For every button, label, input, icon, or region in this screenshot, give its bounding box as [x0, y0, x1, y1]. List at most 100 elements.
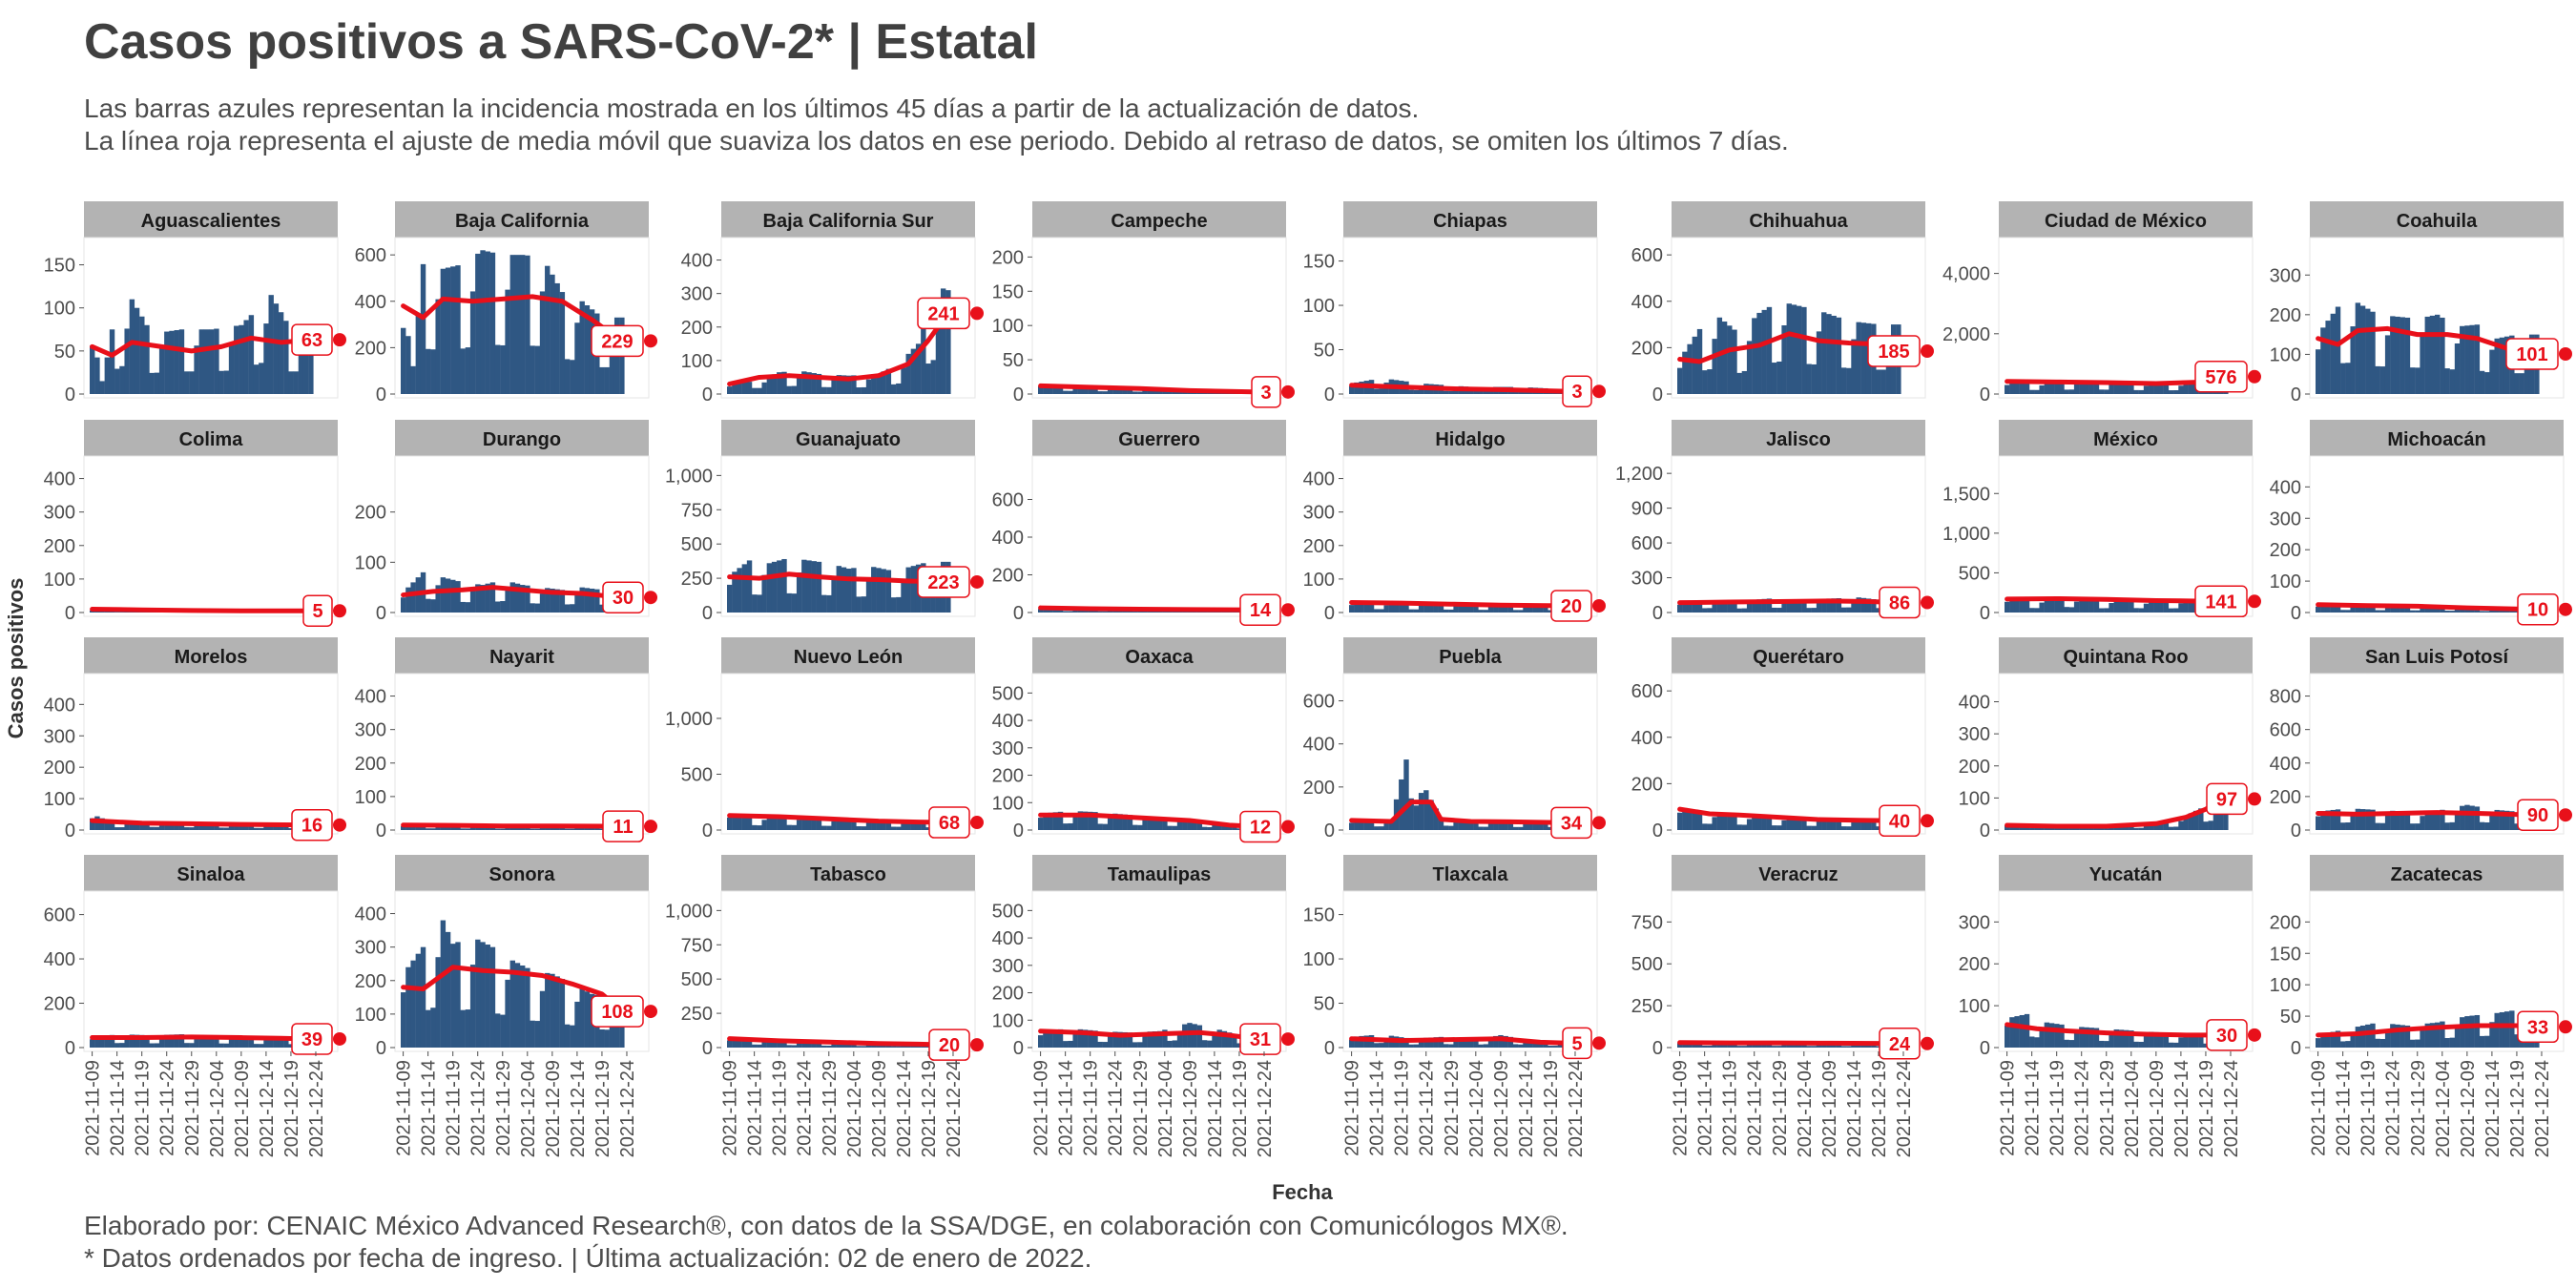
y-tick-label: 2,000	[1942, 324, 1990, 345]
bar	[119, 365, 125, 394]
bar	[2019, 1014, 2025, 1048]
last-value-label: 11	[613, 817, 633, 838]
subtitle-line-2: La línea roja representa el ajuste de me…	[84, 126, 1789, 156]
bar	[1107, 1035, 1113, 1048]
last-value-box	[1879, 804, 1921, 838]
y-tick-label: 0	[702, 821, 713, 841]
y-tick-label: 200	[1631, 338, 1663, 359]
bar	[2454, 1025, 2461, 1048]
x-tick-label: 2021-12-24	[1894, 1060, 1915, 1157]
bar	[1761, 816, 1767, 830]
bar	[1797, 818, 1802, 830]
bar	[420, 824, 426, 830]
bar	[1201, 1040, 1208, 1048]
bar	[1112, 1031, 1118, 1048]
bar	[2320, 811, 2326, 830]
last-value-label: 39	[301, 1029, 322, 1050]
bar	[545, 972, 551, 1048]
bar	[826, 825, 832, 830]
bar	[1102, 1042, 1109, 1048]
bar	[1876, 1046, 1881, 1048]
x-tick-label: 2021-11-19	[2358, 1060, 2379, 1156]
bar	[164, 1034, 170, 1048]
bar	[766, 376, 773, 394]
bar	[1721, 600, 1728, 613]
moving-average-line	[1038, 812, 1262, 830]
bar	[836, 818, 841, 830]
last-value-label: 20	[1561, 596, 1582, 617]
bar	[475, 584, 481, 613]
bar	[821, 386, 827, 394]
bar	[1349, 1039, 1355, 1048]
bar	[469, 965, 476, 1048]
bar	[1771, 825, 1777, 830]
bar	[841, 1042, 847, 1048]
bar	[2014, 382, 2020, 394]
bar	[228, 824, 235, 830]
bar	[1428, 603, 1434, 613]
moving-average-line	[1038, 383, 1262, 395]
bar	[2163, 821, 2170, 830]
bar	[460, 348, 466, 394]
bar	[2034, 827, 2040, 830]
y-tick-label: 0	[376, 384, 386, 405]
bar	[579, 301, 585, 394]
x-tick-label: 2021-11-19	[444, 1060, 465, 1156]
y-tick-label: 600	[44, 905, 75, 926]
bar	[1354, 602, 1360, 613]
bar	[109, 1034, 115, 1048]
last-value-box	[591, 995, 644, 1028]
bar	[2093, 600, 2100, 613]
bar	[2059, 382, 2065, 394]
last-value-box	[1879, 1028, 1921, 1060]
bar	[2153, 383, 2159, 394]
bar	[2178, 603, 2184, 613]
bar	[1707, 823, 1713, 830]
bar	[746, 815, 753, 830]
bar	[1122, 814, 1128, 830]
bar	[791, 824, 798, 830]
x-tick-label: 2021-11-29	[1442, 1060, 1463, 1156]
bar	[1393, 603, 1400, 613]
moving-average-line	[727, 571, 951, 585]
y-tick-label: 200	[992, 984, 1024, 1005]
caption-line-1: Elaborado por: CENAIC México Advanced Re…	[84, 1211, 1568, 1240]
bar	[2429, 810, 2436, 830]
bar	[2404, 606, 2411, 613]
bar	[1871, 820, 1877, 830]
y-tick-label: 0	[1013, 821, 1024, 841]
bar	[2384, 815, 2391, 830]
bar	[1836, 317, 1842, 394]
bar	[761, 382, 767, 394]
bar	[139, 316, 145, 394]
bar	[796, 376, 802, 394]
moving-average-line	[1677, 598, 1901, 606]
y-tick-label: 500	[681, 534, 713, 555]
bar	[460, 828, 466, 830]
bar	[1816, 331, 1822, 394]
bar	[1702, 823, 1708, 830]
end-marker	[2559, 602, 2572, 616]
bar	[2379, 610, 2386, 613]
bar	[2365, 308, 2371, 394]
bar	[2188, 1034, 2194, 1048]
bar	[1687, 601, 1693, 613]
y-tick-label: 300	[1959, 724, 1990, 745]
bar	[2524, 349, 2530, 394]
bar	[1443, 825, 1449, 830]
bar	[2440, 317, 2445, 394]
bar	[1137, 1042, 1143, 1048]
moving-average-line	[401, 822, 625, 829]
bar	[1776, 608, 1782, 613]
y-tick-label: 750	[681, 500, 713, 521]
bar	[1746, 819, 1753, 830]
bar	[2489, 814, 2495, 830]
bar	[144, 324, 150, 394]
x-tick-label: 2021-11-14	[1695, 1060, 1716, 1156]
bar	[1162, 818, 1168, 830]
bar	[2153, 1031, 2159, 1048]
facet-panel	[2309, 455, 2565, 617]
bar	[865, 821, 872, 830]
